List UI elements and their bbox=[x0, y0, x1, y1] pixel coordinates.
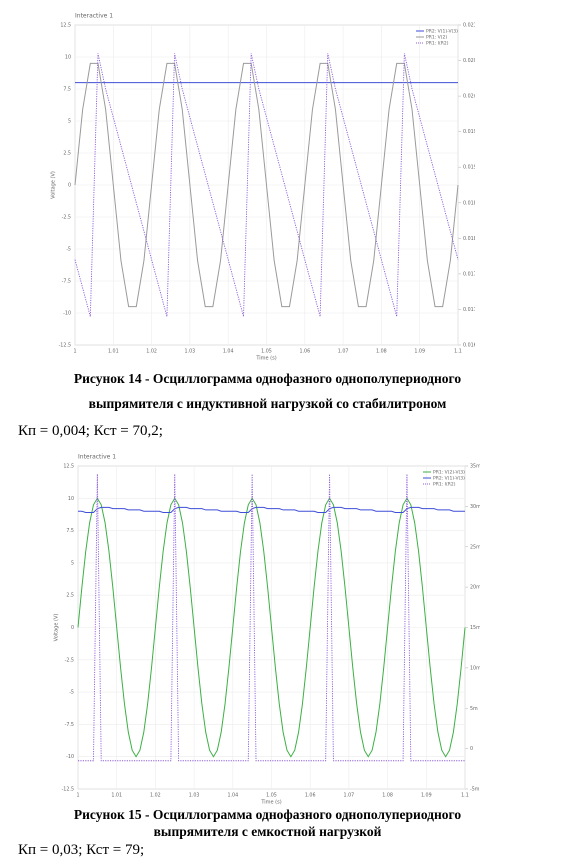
y2-tick-label: 15m bbox=[470, 625, 480, 631]
y-tick-label: 5 bbox=[71, 560, 74, 566]
x-tick-label: 1.07 bbox=[338, 349, 349, 355]
y-tick-label: -5 bbox=[69, 690, 74, 696]
chart-title: Interactive 1 bbox=[75, 13, 113, 20]
x-tick-label: 1.09 bbox=[414, 349, 425, 355]
x-tick-label: 1.06 bbox=[305, 793, 316, 799]
series-line bbox=[74, 62, 459, 308]
y-tick-label: -10 bbox=[63, 311, 71, 317]
legend-label: PR2: V(1)-V(3) bbox=[433, 476, 465, 482]
legend-label: PR1: I(R2) bbox=[433, 482, 456, 488]
y-tick-label: -7.5 bbox=[62, 279, 71, 285]
y2-tick-label: 35m bbox=[470, 464, 480, 470]
x-tick-label: 1.03 bbox=[185, 349, 196, 355]
y-tick-label: 2.5 bbox=[66, 593, 74, 599]
y-tick-label: 0 bbox=[68, 183, 71, 189]
y-tick-label: -2.5 bbox=[62, 215, 71, 221]
y-tick-label: 12.5 bbox=[60, 23, 71, 29]
x-tick-label: 1 bbox=[76, 793, 79, 799]
y2-tick-label: 0 bbox=[470, 746, 473, 752]
y-tick-label: 12.5 bbox=[63, 464, 74, 470]
x-tick-label: 1.1 bbox=[461, 793, 469, 799]
x-axis-label: Time (s) bbox=[255, 356, 276, 362]
y2-tick-label: 0.021m bbox=[463, 23, 475, 29]
y2-tick-label: 0.0185m bbox=[463, 200, 475, 206]
x-tick-label: 1.01 bbox=[108, 349, 119, 355]
y2-tick-label: 0.018m bbox=[463, 236, 475, 242]
y2-tick-label: 20m bbox=[470, 585, 480, 591]
y-tick-label: -10 bbox=[66, 754, 74, 760]
x-tick-label: 1 bbox=[73, 349, 76, 355]
y-tick-label: 2.5 bbox=[63, 151, 71, 157]
y-tick-label: 10 bbox=[65, 55, 71, 61]
y-tick-label: -12.5 bbox=[59, 343, 71, 349]
y2-tick-label: 5m bbox=[470, 706, 478, 712]
y2-tick-label: -5m bbox=[470, 787, 480, 793]
y-tick-label: 10 bbox=[68, 496, 74, 502]
y-tick-label: -7.5 bbox=[65, 722, 74, 728]
y2-tick-label: 0.0165m bbox=[463, 343, 475, 349]
y2-tick-label: 0.0195m bbox=[463, 129, 475, 135]
y-axis-label: Voltage (V) bbox=[54, 614, 60, 642]
y-tick-label: 0 bbox=[71, 625, 74, 631]
y-tick-label: -2.5 bbox=[65, 657, 74, 663]
legend-label: PR2: V(1)-V(3) bbox=[426, 29, 458, 35]
y-tick-label: -5 bbox=[66, 247, 71, 253]
y-tick-label: 5 bbox=[68, 119, 71, 125]
legend-label: PR1: V(2) bbox=[426, 35, 447, 41]
x-axis-label: Time (s) bbox=[260, 800, 281, 806]
x-tick-label: 1.04 bbox=[223, 349, 234, 355]
y2-tick-label: 0.017m bbox=[463, 307, 475, 313]
y2-tick-label: 0.0175m bbox=[463, 271, 475, 277]
x-tick-label: 1.02 bbox=[150, 793, 161, 799]
x-tick-label: 1.07 bbox=[344, 793, 355, 799]
legend-label: PR1: V(2)-V(3) bbox=[433, 470, 465, 476]
x-tick-label: 1.05 bbox=[266, 793, 277, 799]
x-tick-label: 1.08 bbox=[376, 349, 387, 355]
y2-tick-label: 25m bbox=[470, 544, 480, 550]
coefficients: Кп = 0,004; Кст = 70,2; bbox=[18, 423, 163, 439]
figure-caption: Рисунок 14 - Осциллограмма однофазного о… bbox=[73, 371, 462, 386]
x-tick-label: 1.09 bbox=[421, 793, 432, 799]
y-tick-label: 7.5 bbox=[66, 528, 74, 534]
x-tick-label: 1.04 bbox=[227, 793, 238, 799]
figure-caption: выпрямителя с индуктивной нагрузкой со с… bbox=[88, 396, 447, 411]
figure-caption: выпрямителя с емкостной нагрузкой bbox=[153, 824, 382, 839]
y2-tick-label: 0.019m bbox=[463, 165, 475, 171]
legend-label: PR1: I(R2) bbox=[426, 41, 449, 47]
y-tick-label: -12.5 bbox=[62, 787, 74, 793]
series-line bbox=[77, 497, 466, 758]
chart-title: Interactive 1 bbox=[78, 454, 116, 461]
series-line bbox=[78, 506, 465, 514]
chart: Interactive 112.5107.552.50-2.5-5-7.5-10… bbox=[54, 454, 481, 806]
y-axis-label: Voltage (V) bbox=[51, 171, 57, 199]
y2-tick-label: 0.02m bbox=[463, 94, 475, 100]
x-tick-label: 1.03 bbox=[189, 793, 200, 799]
figure-caption: Рисунок 15 - Осциллограмма однофазного о… bbox=[73, 807, 462, 822]
x-tick-label: 1.1 bbox=[454, 349, 462, 355]
x-tick-label: 1.02 bbox=[146, 349, 157, 355]
y2-tick-label: 30m bbox=[470, 504, 480, 510]
x-tick-label: 1.08 bbox=[382, 793, 393, 799]
x-tick-label: 1.06 bbox=[299, 349, 310, 355]
x-tick-label: 1.01 bbox=[111, 793, 122, 799]
y2-tick-label: 10m bbox=[470, 665, 480, 671]
chart: Interactive 1 12.5 10 7.5 5 2.5 0 -2.5 -5 -7.5 -10… bbox=[51, 13, 476, 362]
y-tick-label: 7.5 bbox=[63, 87, 71, 93]
series-line bbox=[78, 474, 465, 762]
coefficients: Кп = 0,03; Кст = 79; bbox=[18, 842, 145, 858]
x-tick-label: 1.05 bbox=[261, 349, 272, 355]
y2-tick-label: 0.0205m bbox=[463, 58, 475, 64]
